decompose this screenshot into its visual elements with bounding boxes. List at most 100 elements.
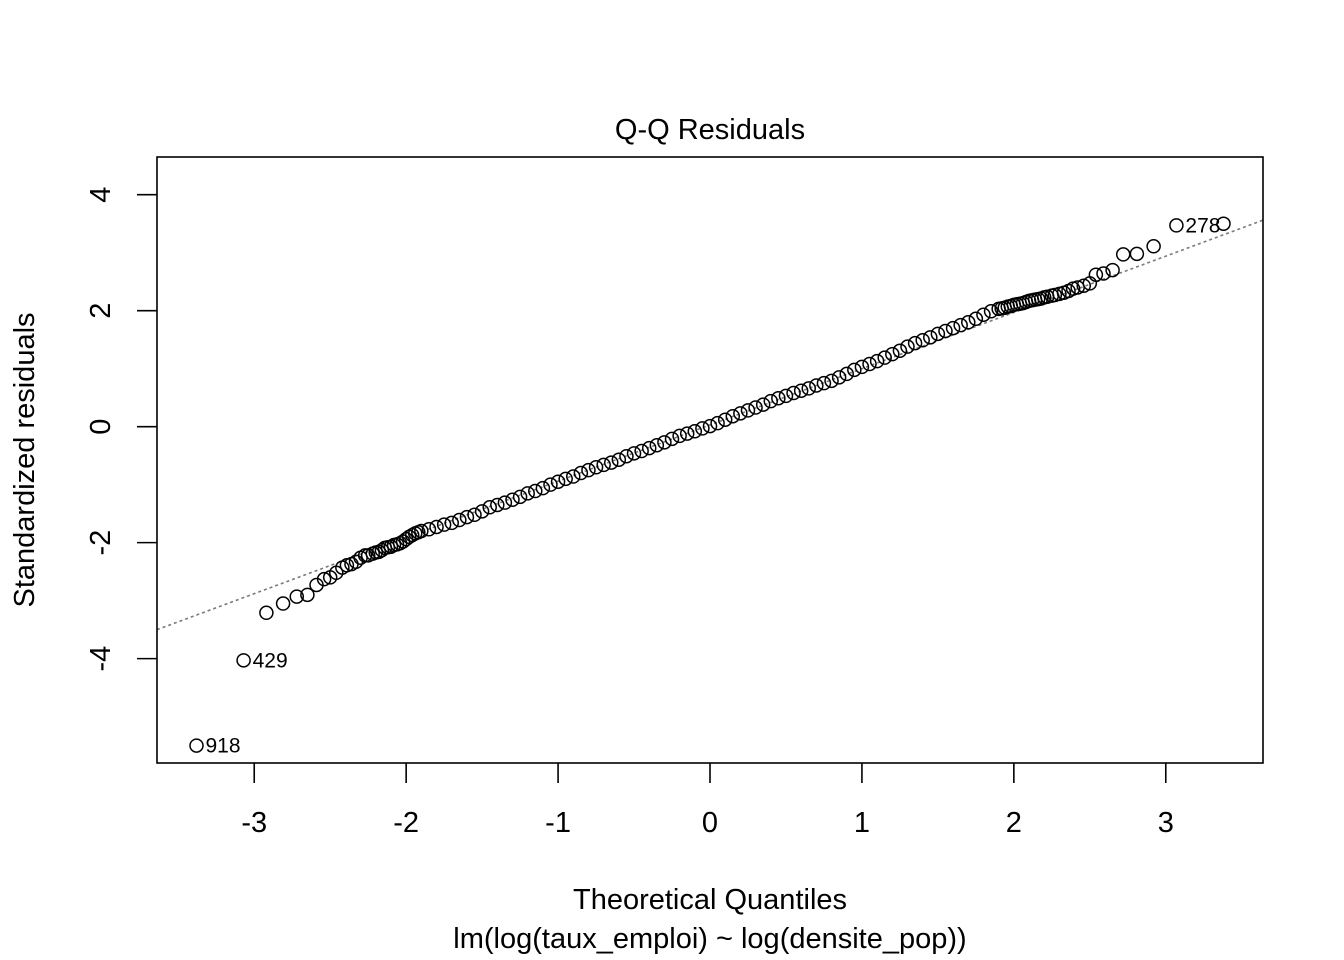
x-tick-label: 0 <box>702 807 718 839</box>
data-point <box>710 415 725 431</box>
outlier-label-429: 429 <box>253 649 288 672</box>
data-point <box>573 465 589 481</box>
data-point <box>847 362 862 378</box>
data-point <box>543 477 558 492</box>
data-point <box>961 315 976 330</box>
data-point <box>1216 216 1231 231</box>
data-point <box>339 558 355 573</box>
point-labels-layer: 918 429 278 <box>206 214 1221 757</box>
x-axis-subtitle: lm(log(taux_emploi) ~ log(densite_pop)) <box>453 923 966 955</box>
data-point <box>626 446 642 461</box>
data-point <box>482 500 497 515</box>
data-point <box>634 443 649 459</box>
data-point <box>497 495 513 510</box>
data-point <box>809 378 824 393</box>
data-point <box>1115 247 1131 262</box>
data-point <box>831 370 847 385</box>
data-point <box>300 587 315 603</box>
data-point <box>641 440 657 456</box>
y-tick-label: -4 <box>85 646 117 672</box>
data-point <box>550 474 566 489</box>
data-point <box>907 335 923 351</box>
data-point <box>657 435 672 450</box>
data-point <box>877 350 892 365</box>
x-tick-label: 1 <box>854 807 870 839</box>
data-point <box>1076 278 1091 293</box>
data-point <box>725 408 741 424</box>
data-point <box>528 483 543 499</box>
x-tick-label: -3 <box>241 807 267 839</box>
data-point <box>869 353 885 369</box>
data-point <box>862 356 877 372</box>
data-point <box>1169 218 1184 233</box>
data-point <box>695 421 710 436</box>
data-point <box>189 738 204 753</box>
data-point <box>733 406 748 421</box>
data-point <box>786 385 801 401</box>
x-axis-title: Theoretical Quantiles <box>573 884 847 916</box>
data-point <box>316 571 332 587</box>
data-point <box>619 448 634 464</box>
data-point <box>672 428 687 444</box>
data-point <box>915 332 930 348</box>
x-tick-label: 3 <box>1158 807 1174 839</box>
data-point <box>816 375 832 391</box>
data-point <box>581 462 596 478</box>
y-axis: -4 -2 0 2 4 <box>85 187 157 672</box>
data-point <box>505 492 520 507</box>
data-point <box>490 497 505 513</box>
data-point <box>717 412 733 427</box>
data-point <box>983 304 999 319</box>
data-point <box>535 480 551 496</box>
chart-title: Q-Q Residuals <box>615 114 805 146</box>
data-point <box>900 339 915 354</box>
data-point <box>558 471 573 487</box>
data-point <box>778 388 794 404</box>
x-tick-label: 2 <box>1006 807 1022 839</box>
data-point <box>763 393 779 409</box>
x-tick-label: -2 <box>393 807 419 839</box>
y-axis-title: Standardized residuals <box>9 312 41 607</box>
y-tick-label: -2 <box>85 530 117 556</box>
data-point <box>512 489 528 505</box>
y-tick-label: 4 <box>85 187 117 203</box>
y-tick-label: 0 <box>85 419 117 435</box>
data-point <box>414 523 429 539</box>
data-point <box>793 383 809 398</box>
data-point <box>968 311 984 327</box>
data-point <box>748 400 763 415</box>
data-point <box>588 459 604 475</box>
data-point <box>938 323 953 339</box>
data-point <box>1129 246 1145 262</box>
data-point <box>289 589 305 604</box>
data-point <box>801 381 816 396</box>
x-tick-label: -1 <box>545 807 571 839</box>
data-point <box>604 455 619 470</box>
data-point <box>444 515 459 531</box>
data-point <box>976 307 991 322</box>
data-point <box>596 457 611 473</box>
data-point <box>1088 267 1104 282</box>
data-point <box>1146 239 1161 254</box>
data-point <box>771 390 786 406</box>
data-point <box>702 418 718 434</box>
data-point <box>520 486 535 501</box>
data-point <box>436 517 452 532</box>
data-point <box>429 519 444 535</box>
data-point <box>611 452 627 467</box>
x-axis: -3 -2 -1 0 1 2 3 <box>241 763 1174 839</box>
outlier-label-918: 918 <box>206 735 241 758</box>
data-point <box>740 403 756 418</box>
data-point <box>839 366 854 382</box>
data-point <box>945 320 961 336</box>
data-point <box>275 596 291 611</box>
data-point <box>1105 262 1120 278</box>
data-point <box>649 437 665 453</box>
data-point <box>953 317 968 333</box>
data-point <box>566 469 581 484</box>
data-point <box>236 653 251 668</box>
data-point <box>923 330 938 345</box>
data-point <box>467 507 482 523</box>
reference-line-layer <box>156 219 1264 631</box>
